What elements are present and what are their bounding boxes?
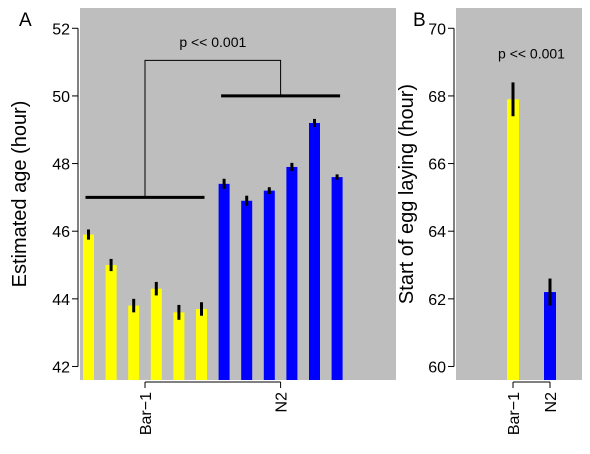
panel-a-bar [286,166,298,380]
panel-a-bar [218,183,230,380]
panel-a-y-tick-label: 50 [52,89,70,106]
panel-a-bar [263,190,275,380]
panel-a-bracket-line [144,59,282,198]
panel-a-y-tick-label: 48 [52,157,70,174]
panel-b-bars [507,82,556,381]
panel-b-bar [507,99,519,381]
panel-a-plot-background [80,8,396,380]
panel-a-label: A [19,10,32,31]
panel-a-bar [309,122,320,381]
panel-b-y-tick-label: 68 [428,89,446,106]
panel-a-bar [83,234,94,380]
panel-a: p << 0.001 42 44 46 48 50 52 Bar−1 N2 Estimate… [9,8,396,435]
panel-a-y-tick-label: 52 [52,21,70,38]
panel-a-x-axis: Bar−1 N2 [138,381,291,435]
panel-a-bar [105,265,117,380]
panel-a-x-tick-label: Bar−1 [138,392,155,435]
panel-b-label: B [413,10,426,31]
panel-b-p-value: p << 0.001 [498,46,565,62]
panel-b-y-axis: 60 62 64 66 68 70 [428,21,455,376]
panel-b-bar [544,292,556,380]
panel-a-p-value: p << 0.001 [179,34,246,50]
panel-b-y-axis-title: Start of egg laying (hour) [396,84,418,304]
panel-a-y-tick-label: 44 [52,292,70,309]
panel-a-bar [331,177,343,380]
panel-a-y-tick-label: 46 [52,224,70,241]
panel-b-x-tick-label: N2 [543,392,560,413]
panel-a-bar [196,308,207,380]
panel-b-y-tick-label: 60 [428,359,446,376]
panel-b: p << 0.001 60 62 64 66 68 70 Bar−1 N2 Start of… [396,8,582,435]
panel-a-y-axis-title: Estimated age (hour) [9,101,31,288]
panel-a-x-tick-label: N2 [274,392,291,413]
panel-a-y-tick-label: 42 [52,359,70,376]
panel-b-y-tick-label: 62 [428,292,446,309]
panel-a-bar [173,312,185,380]
panel-a-bar [128,305,140,380]
panel-a-significance-bracket [85,59,341,199]
panel-b-x-tick-label: Bar−1 [506,392,523,435]
panel-a-bars [83,118,343,381]
panel-b-y-tick-label: 64 [428,224,446,241]
panel-b-x-axis: Bar−1 N2 [506,381,560,435]
panel-a-y-axis: 42 44 46 48 50 52 [52,21,79,376]
panel-a-bar [150,288,162,380]
panel-b-y-tick-label: 66 [428,157,446,174]
panel-a-bar [241,200,253,380]
panel-b-y-tick-label: 70 [428,21,446,38]
